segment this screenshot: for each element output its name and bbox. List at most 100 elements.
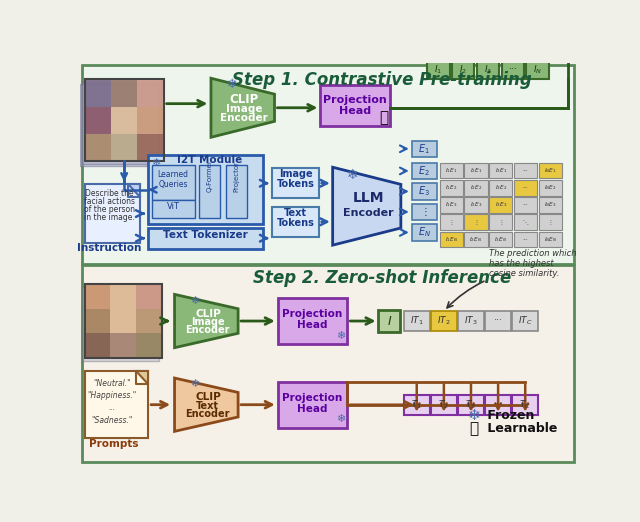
Text: Tokens: Tokens [276, 218, 314, 228]
FancyBboxPatch shape [527, 61, 549, 79]
Text: Step 2. Zero-shot Inference: Step 2. Zero-shot Inference [253, 269, 511, 287]
Text: ···: ··· [523, 203, 529, 207]
FancyBboxPatch shape [278, 382, 348, 428]
Text: Tokens: Tokens [276, 180, 314, 189]
Text: Encoder: Encoder [220, 113, 268, 123]
Text: LLM: LLM [353, 191, 384, 205]
Text: ❄: ❄ [467, 408, 480, 423]
Text: ⋮: ⋮ [547, 220, 554, 224]
FancyBboxPatch shape [412, 204, 436, 220]
FancyBboxPatch shape [84, 371, 148, 438]
Text: Head: Head [339, 106, 371, 116]
Text: $I_3E_2$: $I_3E_2$ [495, 183, 507, 192]
Text: ❄: ❄ [151, 158, 161, 168]
Text: Step 1. Contrastive Pre-training: Step 1. Contrastive Pre-training [232, 71, 532, 89]
FancyBboxPatch shape [110, 284, 136, 309]
Polygon shape [136, 371, 148, 384]
FancyBboxPatch shape [110, 309, 136, 334]
Text: ❄: ❄ [190, 379, 200, 389]
FancyBboxPatch shape [152, 199, 195, 218]
FancyBboxPatch shape [111, 80, 138, 107]
Text: ViT: ViT [166, 201, 179, 211]
Text: ❄: ❄ [227, 78, 237, 91]
FancyBboxPatch shape [111, 134, 138, 161]
Text: $I_2$: $I_2$ [460, 64, 467, 76]
Text: I2T Module: I2T Module [177, 155, 242, 165]
FancyBboxPatch shape [431, 311, 457, 331]
FancyBboxPatch shape [84, 184, 140, 243]
FancyBboxPatch shape [489, 232, 513, 247]
Text: Text: Text [284, 208, 307, 218]
FancyBboxPatch shape [428, 61, 450, 79]
FancyBboxPatch shape [485, 395, 511, 414]
Text: Image: Image [278, 170, 312, 180]
Text: $I_3E_1$: $I_3E_1$ [495, 166, 507, 175]
Text: $I$: $I$ [387, 315, 392, 327]
Polygon shape [175, 378, 238, 431]
FancyBboxPatch shape [84, 80, 111, 107]
Text: of the person: of the person [84, 205, 135, 214]
Text: $I_NE_2$: $I_NE_2$ [544, 183, 557, 192]
FancyBboxPatch shape [514, 232, 537, 247]
FancyBboxPatch shape [440, 180, 463, 196]
FancyBboxPatch shape [458, 311, 484, 331]
Text: "Neutral.": "Neutral." [93, 379, 131, 388]
FancyBboxPatch shape [539, 180, 562, 196]
FancyBboxPatch shape [84, 107, 111, 134]
Text: $T_3$: $T_3$ [465, 398, 476, 411]
Text: ...: ... [108, 404, 115, 412]
FancyBboxPatch shape [489, 197, 513, 213]
Text: Encoder: Encoder [186, 325, 230, 335]
Text: Instruction: Instruction [77, 243, 141, 253]
FancyBboxPatch shape [404, 395, 429, 414]
FancyBboxPatch shape [465, 232, 488, 247]
Text: Image: Image [226, 103, 262, 114]
Text: CLIP: CLIP [195, 309, 221, 318]
Text: $I_NE_1$: $I_NE_1$ [544, 166, 557, 175]
FancyBboxPatch shape [81, 288, 159, 361]
Text: facial actions: facial actions [84, 197, 135, 206]
Text: The prediction which
has the highest
cosine similarity.: The prediction which has the highest cos… [489, 248, 576, 278]
Text: $I_2E_N$: $I_2E_N$ [469, 235, 483, 244]
FancyBboxPatch shape [539, 197, 562, 213]
Text: $I_1E_2$: $I_1E_2$ [445, 183, 458, 192]
FancyBboxPatch shape [83, 265, 573, 462]
Text: "Sadness.": "Sadness." [91, 416, 132, 425]
Text: $E_3$: $E_3$ [418, 184, 430, 198]
Text: ···: ··· [523, 237, 529, 242]
Text: $IT_C$: $IT_C$ [518, 315, 532, 327]
Text: $T_1$: $T_1$ [412, 398, 422, 411]
Text: Head: Head [297, 404, 328, 414]
Text: $I_1E_3$: $I_1E_3$ [445, 200, 458, 209]
FancyBboxPatch shape [465, 215, 488, 230]
Text: $IT_3$: $IT_3$ [464, 315, 478, 327]
Text: in the image.: in the image. [84, 213, 135, 222]
FancyBboxPatch shape [83, 81, 161, 163]
FancyBboxPatch shape [136, 334, 161, 358]
Text: $I_1E_N$: $I_1E_N$ [445, 235, 458, 244]
Text: $E_N$: $E_N$ [417, 226, 431, 240]
Text: $I_2E_2$: $I_2E_2$ [470, 183, 482, 192]
Text: $E_2$: $E_2$ [419, 164, 430, 178]
Text: Projection: Projection [323, 94, 387, 104]
FancyBboxPatch shape [226, 165, 248, 218]
FancyBboxPatch shape [440, 232, 463, 247]
Text: Text: Text [196, 400, 220, 410]
Text: Prompts: Prompts [88, 438, 138, 448]
FancyBboxPatch shape [431, 395, 457, 414]
FancyBboxPatch shape [440, 163, 463, 179]
FancyBboxPatch shape [136, 284, 161, 309]
FancyBboxPatch shape [514, 197, 537, 213]
Text: $I_1$: $I_1$ [435, 64, 442, 76]
Text: Learned: Learned [157, 170, 189, 179]
FancyBboxPatch shape [458, 395, 484, 414]
FancyBboxPatch shape [148, 155, 263, 224]
Text: $I_NE_3$: $I_NE_3$ [544, 200, 557, 209]
FancyBboxPatch shape [138, 107, 164, 134]
Text: 🔥: 🔥 [469, 421, 478, 436]
Text: CLIP: CLIP [230, 93, 259, 106]
Text: ···: ··· [523, 185, 529, 190]
Text: 🔥: 🔥 [380, 110, 388, 125]
FancyBboxPatch shape [412, 163, 436, 179]
FancyBboxPatch shape [198, 165, 220, 218]
